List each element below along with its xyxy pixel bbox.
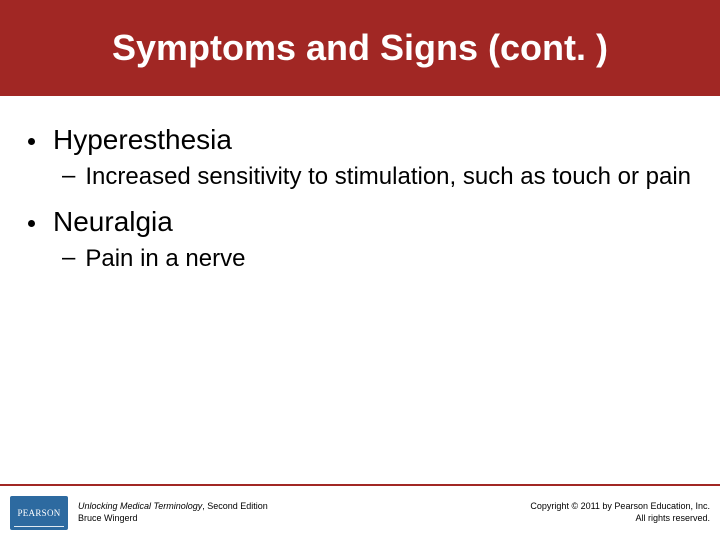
book-author: Bruce Wingerd	[78, 513, 530, 525]
bullet-marker	[28, 138, 35, 145]
sub-bullet-text: Increased sensitivity to stimulation, su…	[85, 162, 691, 192]
logo-underline	[14, 526, 64, 527]
book-title-line: Unlocking Medical Terminology, Second Ed…	[78, 501, 530, 513]
bullet-marker	[28, 220, 35, 227]
footer: PEARSON Unlocking Medical Terminology, S…	[0, 486, 720, 540]
copyright-line1: Copyright © 2011 by Pearson Education, I…	[530, 501, 710, 513]
book-edition: , Second Edition	[202, 501, 268, 511]
book-title: Unlocking Medical Terminology	[78, 501, 202, 511]
slide-title: Symptoms and Signs (cont. )	[112, 27, 608, 69]
bullet-text: Hyperesthesia	[53, 124, 232, 156]
sub-bullet-item: – Pain in a nerve	[62, 244, 692, 274]
sub-bullet-text: Pain in a nerve	[85, 244, 245, 274]
book-info: Unlocking Medical Terminology, Second Ed…	[78, 501, 530, 524]
bullet-text: Neuralgia	[53, 206, 173, 238]
sub-bullet-item: – Increased sensitivity to stimulation, …	[62, 162, 692, 192]
title-bar: Symptoms and Signs (cont. )	[0, 0, 720, 96]
bullet-item: Hyperesthesia	[28, 124, 692, 156]
bullet-item: Neuralgia	[28, 206, 692, 238]
pearson-logo: PEARSON	[10, 496, 68, 530]
copyright: Copyright © 2011 by Pearson Education, I…	[530, 501, 710, 524]
copyright-line2: All rights reserved.	[530, 513, 710, 525]
sub-bullet-marker: –	[62, 244, 75, 272]
logo-text: PEARSON	[17, 508, 60, 518]
slide-content: Hyperesthesia – Increased sensitivity to…	[0, 96, 720, 274]
sub-bullet-marker: –	[62, 162, 75, 190]
